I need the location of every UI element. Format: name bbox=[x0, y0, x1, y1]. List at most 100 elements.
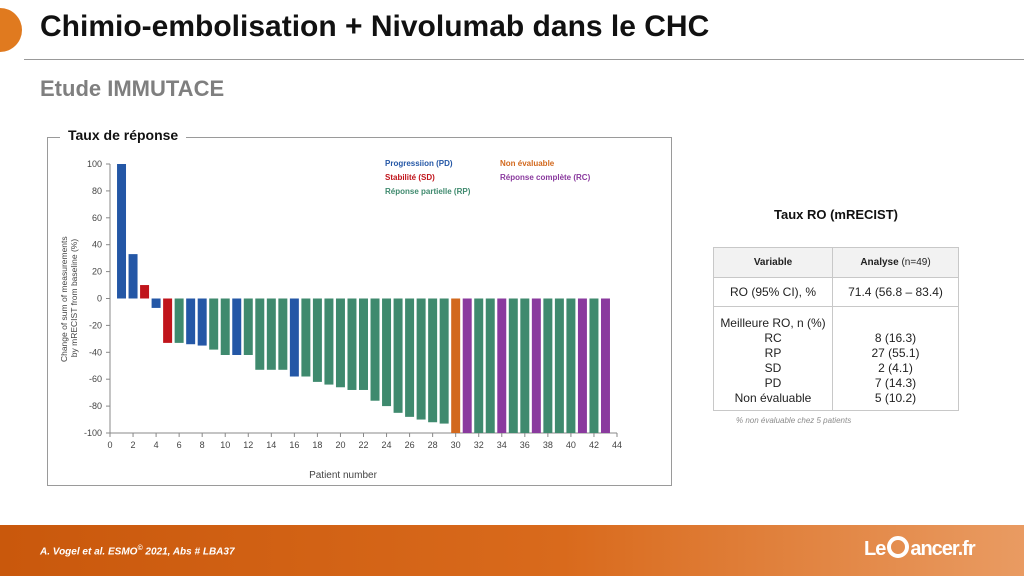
x-axis-title: Patient number bbox=[309, 470, 377, 481]
lecancer-logo[interactable]: Le ancer.fr bbox=[864, 536, 976, 562]
x-tick-label: 16 bbox=[289, 440, 299, 450]
x-tick-label: 24 bbox=[382, 440, 392, 450]
item-label-sd: SD bbox=[764, 360, 782, 375]
title-divider bbox=[24, 59, 1024, 60]
y-tick-label: -100 bbox=[84, 428, 102, 438]
bar-patient-39 bbox=[554, 298, 564, 433]
y-tick-label: 60 bbox=[92, 213, 102, 223]
logo-text-right: ancer.fr bbox=[910, 538, 975, 560]
bar-patient-8 bbox=[197, 298, 207, 346]
bar-patient-5 bbox=[163, 298, 173, 343]
best-response-heading: Meilleure RO, n (%) bbox=[720, 315, 826, 330]
item-value-sd: 2 (4.1) bbox=[878, 360, 913, 375]
bar-patient-6 bbox=[174, 298, 184, 343]
bar-patient-4 bbox=[151, 298, 161, 308]
bar-patient-24 bbox=[382, 298, 392, 407]
bar-patient-32 bbox=[474, 298, 484, 433]
x-tick-label: 32 bbox=[474, 440, 484, 450]
bar-patient-18 bbox=[312, 298, 322, 382]
bar-patient-42 bbox=[589, 298, 599, 433]
x-tick-label: 30 bbox=[451, 440, 461, 450]
item-label-ne: Non évaluable bbox=[734, 390, 812, 405]
chart-panel-title: Taux de réponse bbox=[60, 127, 187, 143]
x-tick-label: 4 bbox=[154, 440, 159, 450]
best-response-values: 8 (16.3) 27 (55.1) 2 (4.1) 7 (14.3) 5 (1… bbox=[832, 306, 959, 411]
x-tick-label: 0 bbox=[107, 440, 112, 450]
citation-suffix: 2021, Abs # LBA37 bbox=[142, 546, 235, 558]
citation-sup: © bbox=[137, 545, 143, 552]
bar-patient-27 bbox=[416, 298, 426, 420]
best-response-labels: Meilleure RO, n (%) RC RP SD PD Non éval… bbox=[713, 306, 833, 411]
bar-patient-43 bbox=[600, 298, 610, 433]
x-tick-label: 6 bbox=[177, 440, 182, 450]
table-footnote: % non évaluable chez 5 patients bbox=[736, 416, 852, 425]
legend-ne: Non évaluable bbox=[500, 159, 555, 168]
ro-table: Variable Analyse (n=49) RO (95% CI), % 7… bbox=[713, 247, 959, 411]
header-analyse: Analyse (n=49) bbox=[832, 247, 959, 278]
item-value-pd: 7 (14.3) bbox=[874, 375, 917, 390]
bar-patient-11 bbox=[232, 298, 242, 355]
bar-patient-36 bbox=[520, 298, 530, 433]
ro-table-title: Taux RO (mRECIST) bbox=[774, 207, 898, 222]
citation-prefix: A. Vogel et al. ESMO bbox=[40, 546, 138, 558]
x-tick-label: 14 bbox=[266, 440, 276, 450]
header-variable: Variable bbox=[713, 247, 833, 278]
bar-patient-41 bbox=[577, 298, 587, 433]
bar-patient-20 bbox=[335, 298, 345, 388]
spacer-line bbox=[833, 316, 958, 331]
bar-patient-22 bbox=[359, 298, 368, 390]
bar-patient-34 bbox=[497, 298, 507, 433]
y-axis-title: Change of sum of measurements by mRECIST… bbox=[59, 234, 79, 362]
logo-c-icon bbox=[887, 536, 910, 558]
item-label-pd: PD bbox=[764, 375, 782, 390]
y-tick-label: -80 bbox=[89, 401, 102, 411]
x-tick-label: 34 bbox=[497, 440, 507, 450]
bar-patient-21 bbox=[347, 298, 357, 390]
header-analyse-n: (n=49) bbox=[901, 257, 931, 268]
bar-patient-29 bbox=[439, 298, 449, 424]
chart-panel bbox=[47, 137, 672, 486]
legend-rp: Réponse partielle (RP) bbox=[385, 187, 471, 196]
citation: A. Vogel et al. ESMO© 2021, Abs # LBA37 bbox=[40, 545, 235, 557]
bar-patient-13 bbox=[255, 298, 265, 370]
bar-patient-15 bbox=[278, 298, 288, 370]
bar-patient-31 bbox=[462, 298, 472, 433]
y-axis-title-line-2: by mRECIST from baseline (%) bbox=[69, 239, 79, 358]
bar-patient-19 bbox=[324, 298, 334, 385]
bar-patient-38 bbox=[543, 298, 553, 433]
y-tick-label: 100 bbox=[87, 159, 102, 169]
y-tick-label: -40 bbox=[89, 347, 102, 357]
legend-pd: Progressiion (PD) bbox=[385, 159, 453, 168]
bar-patient-3 bbox=[140, 285, 150, 299]
x-tick-label: 44 bbox=[612, 440, 622, 450]
item-value-rp: 27 (55.1) bbox=[871, 345, 920, 360]
x-tick-label: 8 bbox=[200, 440, 205, 450]
bar-patient-28 bbox=[428, 298, 438, 423]
bar-patient-25 bbox=[393, 298, 403, 413]
bar-patient-10 bbox=[220, 298, 230, 355]
item-value-ne: 5 (10.2) bbox=[874, 390, 917, 405]
item-label-rc: RC bbox=[764, 330, 782, 345]
table-row: Meilleure RO, n (%) RC RP SD PD Non éval… bbox=[713, 306, 959, 411]
x-tick-label: 40 bbox=[566, 440, 576, 450]
x-tick-label: 2 bbox=[131, 440, 136, 450]
y-axis-title-line-1: Change of sum of measurements bbox=[59, 236, 69, 362]
x-tick-label: 20 bbox=[335, 440, 345, 450]
y-tick-label: 20 bbox=[92, 267, 102, 277]
x-tick-label: 28 bbox=[428, 440, 438, 450]
y-tick-label: 80 bbox=[92, 186, 102, 196]
y-tick-label: -60 bbox=[89, 374, 102, 384]
item-label-rp: RP bbox=[764, 345, 782, 360]
table-row: RO (95% CI), % 71.4 (56.8 – 83.4) bbox=[713, 277, 959, 307]
x-tick-label: 38 bbox=[543, 440, 553, 450]
y-tick-label: -20 bbox=[89, 320, 102, 330]
page-subtitle: Etude IMMUTACE bbox=[40, 76, 225, 101]
x-tick-label: 22 bbox=[358, 440, 368, 450]
bar-patient-23 bbox=[370, 298, 380, 401]
footer-band bbox=[0, 525, 1024, 576]
x-tick-label: 36 bbox=[520, 440, 530, 450]
legend-rc: Réponse complète (RC) bbox=[500, 173, 591, 182]
x-tick-label: 42 bbox=[589, 440, 599, 450]
